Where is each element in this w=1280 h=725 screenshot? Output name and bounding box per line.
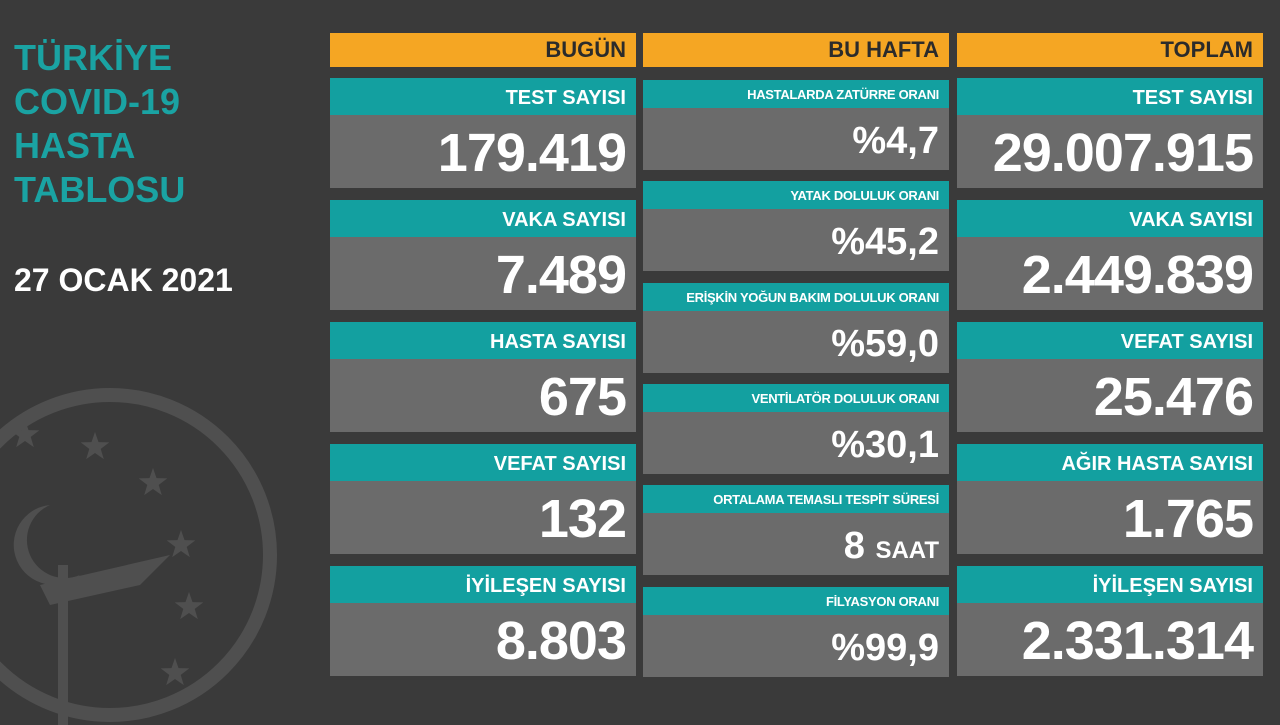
star-icon [80,432,110,460]
stat-label: VEFAT SAYISI [330,444,636,481]
star-icon [160,658,190,686]
stat-value: 2.331.314 [957,603,1263,676]
title-line: TABLOSU [14,169,186,210]
stat-value: 7.489 [330,237,636,310]
star-icon [166,530,196,558]
total-stat-card: VEFAT SAYISI 25.476 [957,322,1263,432]
stat-label: TEST SAYISI [957,78,1263,115]
week-stat-card: YATAK DOLULUK ORANI %45,2 [643,181,949,272]
stat-label: VAKA SAYISI [957,200,1263,237]
today-header: BUGÜN [330,33,636,67]
stat-label: HASTALARDA ZATÜRRE ORANI [643,80,949,108]
total-stat-card: İYİLEŞEN SAYISI 2.331.314 [957,566,1263,676]
stat-label: İYİLEŞEN SAYISI [957,566,1263,603]
stat-value: 29.007.915 [957,115,1263,188]
week-stat-card: VENTİLATÖR DOLULUK ORANI %30,1 [643,383,949,474]
stat-value: 8 SAAT [643,513,949,576]
stat-label: ERİŞKİN YOĞUN BAKIM DOLULUK ORANI [643,282,949,311]
stat-value: 25.476 [957,359,1263,432]
stat-value: 1.765 [957,481,1263,554]
stat-value: %99,9 [643,614,949,677]
week-header: BU HAFTA [643,33,949,67]
star-icon [138,468,168,496]
title-line: COVID-19 [14,81,181,122]
stat-value: %4,7 [643,108,949,170]
stat-value: 2.449.839 [957,237,1263,310]
week-stat-card: FİLYASYON ORANI %99,9 [643,586,949,677]
stat-value: %30,1 [643,411,949,474]
stat-value: 675 [330,359,636,432]
title-line: HASTA [14,125,136,166]
today-stat-card: VEFAT SAYISI 132 [330,444,636,554]
stat-label: İYİLEŞEN SAYISI [330,566,636,603]
total-stat-card: VAKA SAYISI 2.449.839 [957,200,1263,310]
total-stat-card: AĞIR HASTA SAYISI 1.765 [957,444,1263,554]
total-column: TOPLAM TEST SAYISI 29.007.915 VAKA SAYISI… [957,33,1263,676]
stat-label: VAKA SAYISI [330,200,636,237]
week-stat-card: ERİŞKİN YOĞUN BAKIM DOLULUK ORANI %59,0 [643,282,949,373]
today-stat-card: İYİLEŞEN SAYISI 8.803 [330,566,636,676]
today-column: BUGÜN TEST SAYISI 179.419 VAKA SAYISI 7.4… [330,33,636,676]
week-column: BU HAFTA HASTALARDA ZATÜRRE ORANI %4,7 YA… [643,33,949,677]
total-stat-card: TEST SAYISI 29.007.915 [957,78,1263,188]
star-icon [174,592,204,620]
stat-label: HASTA SAYISI [330,322,636,359]
today-stat-card: HASTA SAYISI 675 [330,322,636,432]
stat-label: ORTALAMA TEMASLI TESPİT SÜRESİ [643,485,949,514]
stat-label: TEST SAYISI [330,78,636,115]
today-stat-card: VAKA SAYISI 7.489 [330,200,636,310]
page-title: TÜRKİYE COVID-19 HASTA TABLOSU [14,36,314,212]
stat-value: 179.419 [330,115,636,188]
stat-label: VENTİLATÖR DOLULUK ORANI [643,383,949,412]
stat-value: 132 [330,481,636,554]
star-icon [10,420,40,448]
stat-value: %59,0 [643,310,949,373]
stat-unit: SAAT [875,537,939,565]
stat-label: YATAK DOLULUK ORANI [643,181,949,210]
today-stat-card: TEST SAYISI 179.419 [330,78,636,188]
stat-value: %45,2 [643,209,949,272]
week-stat-card: HASTALARDA ZATÜRRE ORANI %4,7 [643,80,949,170]
total-header: TOPLAM [957,33,1263,67]
title-line: TÜRKİYE [14,37,173,78]
report-date: 27 OCAK 2021 [14,262,233,298]
stat-label: AĞIR HASTA SAYISI [957,444,1263,481]
stat-value: 8.803 [330,603,636,676]
stat-label: FİLYASYON ORANI [643,586,949,615]
stat-label: VEFAT SAYISI [957,322,1263,359]
week-stat-card: ORTALAMA TEMASLI TESPİT SÜRESİ 8 SAAT [643,485,949,576]
ministry-emblem-icon [0,388,277,725]
